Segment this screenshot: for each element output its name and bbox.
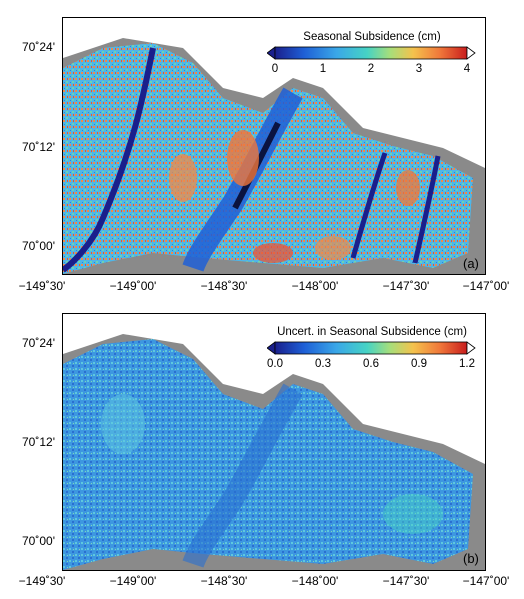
map-a-image [63, 18, 485, 274]
colorbar-a [267, 46, 476, 60]
lon-label-a-2: −148˚30' [200, 279, 248, 293]
lon-label-a-4: −147˚30' [382, 279, 430, 293]
lon-label-a-5: −147˚00' [462, 279, 510, 293]
lon-label-b-1: −149˚00' [109, 574, 157, 588]
colorbar-a-tick-0: 0 [271, 63, 279, 75]
colorbar-b-tick-0: 0.0 [267, 358, 283, 370]
colorbar-b-tick-2: 0.6 [363, 358, 379, 370]
lon-label-a-0: −149˚30' [18, 279, 66, 293]
lat-label-a-70-00: 70˚00' [22, 239, 55, 253]
lon-label-a-3: −148˚00' [291, 279, 339, 293]
map-b-image [63, 314, 485, 570]
colorbar-a-tick-2: 2 [367, 63, 375, 75]
lat-label-b-70-24: 70˚24' [22, 336, 55, 350]
lat-label-b-70-00: 70˚00' [22, 534, 55, 548]
panel-a-letter: (a) [463, 256, 479, 271]
lon-label-b-5: −147˚00' [462, 574, 510, 588]
map-b [62, 313, 486, 571]
colorbar-b-title: Uncert. in Seasonal Subsidence (cm) [277, 326, 467, 338]
lon-label-b-0: −149˚30' [18, 574, 66, 588]
lat-label-b-70-12: 70˚12' [22, 435, 55, 449]
lon-label-b-4: −147˚30' [382, 574, 430, 588]
colorbar-b-tick-4: 1.2 [459, 358, 475, 370]
colorbar-a-tick-3: 3 [415, 63, 423, 75]
colorbar-b-tick-1: 0.3 [315, 358, 331, 370]
lat-label-a-70-12: 70˚12' [22, 140, 55, 154]
panel-b-letter: (b) [463, 551, 479, 566]
colorbar-b [267, 341, 476, 355]
lat-label-a-70-24: 70˚24' [22, 40, 55, 54]
colorbar-b-tick-3: 0.9 [411, 358, 427, 370]
lon-label-a-1: −149˚00' [109, 279, 157, 293]
lon-label-b-3: −148˚00' [291, 574, 339, 588]
map-a [62, 17, 486, 275]
colorbar-a-title: Seasonal Subsidence (cm) [303, 31, 441, 43]
colorbar-a-tick-1: 1 [319, 63, 327, 75]
lon-label-b-2: −148˚30' [200, 574, 248, 588]
colorbar-a-tick-4: 4 [463, 63, 471, 75]
